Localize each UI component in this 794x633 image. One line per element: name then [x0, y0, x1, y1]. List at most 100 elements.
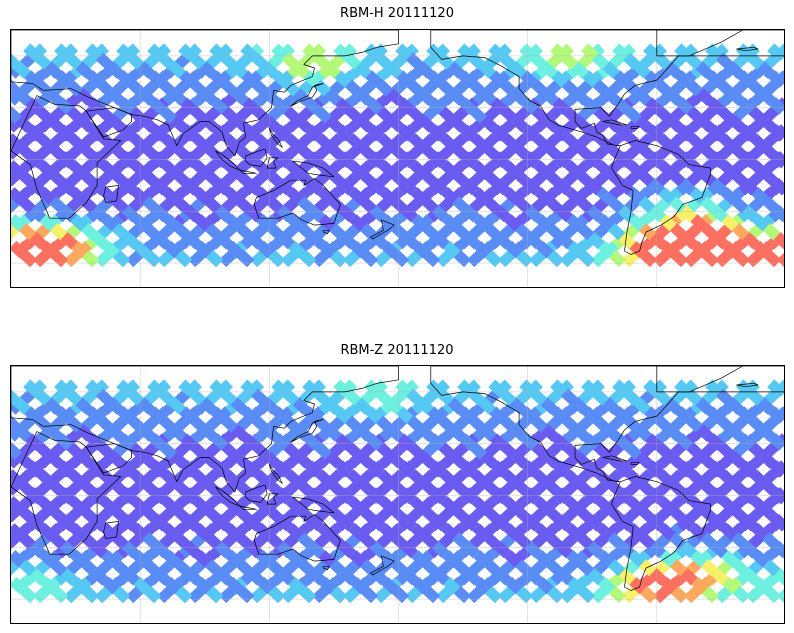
swath-cell	[379, 523, 397, 541]
swath-cell	[469, 442, 487, 460]
swath-cell	[447, 61, 465, 79]
swath-cell	[312, 388, 331, 406]
swath-cell	[668, 505, 686, 523]
swath-cell	[762, 532, 780, 550]
swath-cell	[711, 232, 729, 250]
swath-cell	[184, 232, 202, 250]
swath-cell	[677, 151, 696, 169]
swath-cell	[572, 424, 590, 442]
swath-cell	[377, 469, 395, 487]
swath-cell	[656, 469, 674, 487]
swath-cell	[431, 541, 449, 559]
swath-cell	[530, 415, 549, 433]
swath-cell	[15, 451, 33, 469]
swath-cell	[106, 397, 124, 415]
swath-cell	[474, 577, 492, 595]
swath-cell	[488, 43, 506, 61]
swath-cell	[604, 115, 622, 133]
swath-cell	[312, 52, 331, 70]
swath-cell	[573, 115, 591, 133]
swath-cell	[531, 106, 549, 124]
swath-cell	[142, 532, 160, 550]
swath-cell	[148, 70, 166, 88]
swath-cell	[294, 451, 312, 469]
swath-cell	[718, 469, 736, 487]
swath-cell	[534, 523, 552, 541]
swath-cell	[170, 115, 188, 133]
swath-cell	[598, 577, 616, 595]
swath-cell	[770, 487, 784, 505]
swath-cell	[308, 232, 326, 250]
swath-cell	[157, 388, 176, 406]
swath-cell	[173, 532, 191, 550]
swath-cell	[25, 433, 43, 451]
swath-cell	[130, 160, 148, 178]
swath-cell	[226, 241, 244, 259]
swath-cell	[468, 415, 487, 433]
swath-cell	[768, 70, 784, 88]
swath-cell	[593, 106, 611, 124]
swath-cell	[728, 115, 746, 133]
swath-cell	[14, 424, 32, 442]
swath-cell	[286, 187, 304, 205]
swath-cell	[564, 496, 582, 514]
swath-cell	[49, 196, 67, 214]
swath-cell	[769, 460, 784, 478]
swath-cell	[545, 196, 563, 214]
swath-cell	[545, 559, 564, 577]
swath-cell	[773, 568, 784, 586]
swath-cell	[520, 406, 538, 424]
swath-cell	[303, 406, 321, 424]
swath-cell	[759, 115, 777, 133]
swath-cell	[48, 169, 66, 187]
swath-cell	[680, 232, 698, 250]
swath-cell	[111, 532, 129, 550]
swath-cell	[648, 541, 666, 559]
swath-cell	[493, 205, 511, 223]
swath-cell	[483, 532, 501, 550]
swath-cell	[628, 550, 646, 568]
swath-cell	[147, 379, 165, 397]
swath-cell	[395, 379, 413, 397]
swath-cell	[595, 496, 613, 514]
swath-cell	[97, 106, 115, 124]
swath-cell	[501, 133, 519, 151]
swath-cell	[222, 469, 240, 487]
swath-cell	[235, 559, 254, 577]
swath-cell	[514, 532, 532, 550]
swath-cell	[118, 460, 137, 478]
swath-cell	[450, 142, 468, 160]
swath-cell	[29, 232, 47, 250]
swath-cell	[523, 514, 542, 532]
swath-cell	[87, 460, 106, 478]
swath-cell	[91, 232, 109, 250]
swath-cell	[11, 133, 23, 151]
swath-cell	[697, 115, 715, 133]
swath-cell	[86, 70, 104, 88]
swath-cell	[285, 160, 303, 178]
swath-cell	[596, 187, 614, 205]
swath-cell	[28, 541, 46, 559]
swath-cell	[482, 505, 500, 523]
swath-cell	[429, 487, 448, 505]
swath-cell	[242, 460, 261, 478]
swath-cell	[273, 124, 292, 142]
swath-cell	[741, 205, 759, 223]
swath-cell	[598, 241, 616, 259]
swath-cell	[512, 478, 530, 496]
swath-cell	[584, 151, 603, 169]
swath-cell	[560, 388, 579, 406]
swath-cell	[178, 43, 196, 61]
swath-cell	[430, 178, 449, 196]
swath-cell	[281, 52, 300, 70]
swath-cell	[181, 151, 200, 169]
swath-cell	[328, 532, 346, 550]
swath-cell	[696, 88, 714, 106]
swath-cell	[581, 43, 599, 61]
swath-cell	[554, 178, 573, 196]
swath-cell	[647, 178, 666, 196]
swath-cell	[314, 106, 332, 124]
swath-cell	[90, 541, 108, 559]
swath-cell	[45, 88, 63, 106]
swath-cell	[102, 241, 120, 259]
